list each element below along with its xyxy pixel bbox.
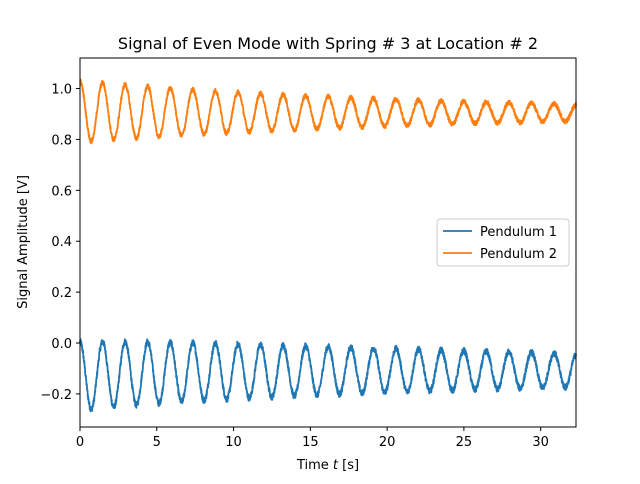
y-tick-label: 0.4	[51, 235, 72, 250]
y-tick-label: 0.8	[51, 133, 72, 148]
series-layer	[79, 78, 577, 413]
series-line-pendulum-1	[79, 338, 577, 413]
x-tick-label: 15	[302, 435, 319, 450]
legend: Pendulum 1 Pendulum 2	[436, 218, 570, 267]
y-tick-label: 1.0	[51, 83, 72, 98]
x-tick-label: 30	[532, 435, 549, 450]
series-line-pendulum-2	[79, 78, 577, 145]
x-axis-label-prefix: Time	[296, 458, 333, 473]
x-tick-label: 25	[456, 435, 473, 450]
ticks-layer: 0 5 10 15 20 25 30 −0.2 0.0 0.2 0.4 0.6 0.8 1.0	[40, 83, 549, 450]
y-tick-label: 0.2	[51, 286, 72, 301]
x-axis-label-suffix: [s]	[338, 458, 359, 473]
x-tick-label: 0	[76, 435, 84, 450]
y-tick-label: 0.0	[51, 337, 72, 352]
x-axis-label-variable: t	[333, 458, 339, 473]
legend-label-pendulum-1: Pendulum 1	[480, 225, 557, 240]
y-axis-label: Signal Amplitude [V]	[16, 175, 31, 309]
x-tick-label: 10	[225, 435, 242, 450]
x-axis-label: Time t [s]	[296, 458, 359, 473]
legend-label-pendulum-2: Pendulum 2	[480, 247, 557, 262]
y-tick-label: 0.6	[51, 184, 72, 199]
axes-frame	[79, 57, 577, 428]
y-tick-label: −0.2	[40, 388, 72, 403]
chart-title: Signal of Even Mode with Spring # 3 at L…	[118, 34, 538, 53]
x-tick-label: 5	[153, 435, 161, 450]
x-tick-label: 20	[379, 435, 396, 450]
